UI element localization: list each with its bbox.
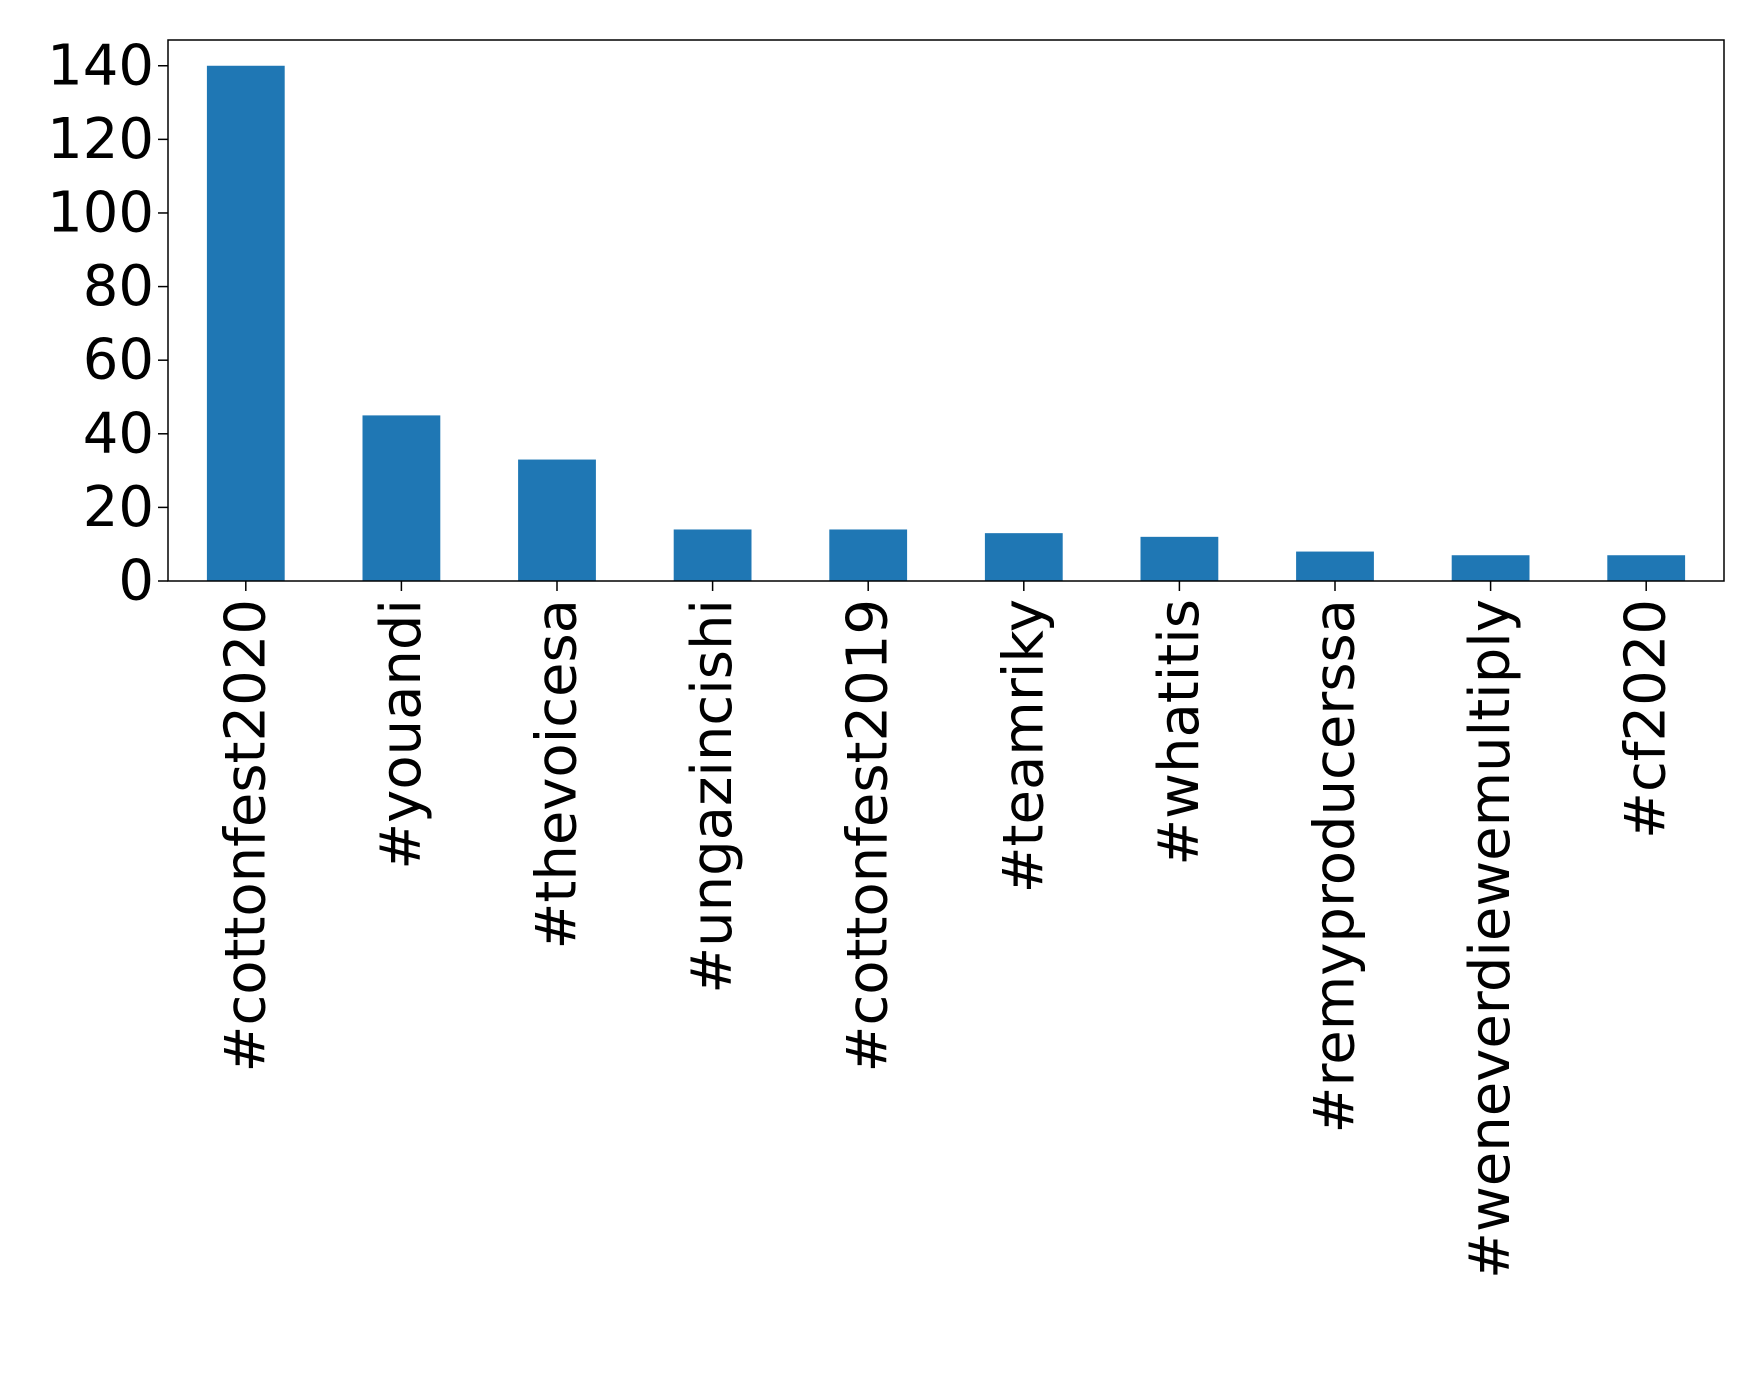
x-tick-label: #thevoicesa <box>525 599 590 950</box>
bar-6 <box>984 533 1063 581</box>
y-tick-label: 20 <box>83 475 154 540</box>
x-tick-label: #teamriky <box>991 599 1056 893</box>
x-tick-label: #remyproducerssa <box>1303 599 1368 1133</box>
bar-2 <box>362 415 441 581</box>
bar-8 <box>1296 551 1374 581</box>
y-tick-label: 80 <box>83 254 154 319</box>
bar-5 <box>829 529 908 581</box>
y-axis: 0 20 40 60 80 100 120 140 <box>47 33 168 614</box>
bar-9 <box>1451 555 1530 581</box>
x-tick-label: #cottonfest2019 <box>836 599 901 1072</box>
plot-frame <box>167 39 1725 582</box>
bar-7 <box>1140 536 1219 581</box>
x-axis: #cottonfest2020 #youandi #thevoicesa #ungaz… <box>213 581 1679 1279</box>
x-tick-label: #weneverdiewemultiply <box>1458 599 1523 1279</box>
bar-4 <box>673 529 752 581</box>
bars-group <box>206 65 1686 581</box>
y-tick-label: 100 <box>47 180 154 245</box>
y-tick-label: 140 <box>47 33 154 98</box>
bar-10 <box>1607 555 1686 581</box>
bar-1 <box>206 65 285 581</box>
y-tick-label: 40 <box>83 401 154 466</box>
x-tick-label: #whatitis <box>1147 599 1212 866</box>
x-tick-label: #ungazincishi <box>680 599 745 994</box>
x-tick-label: #cottonfest2020 <box>213 599 278 1072</box>
x-tick-label: #cf2020 <box>1614 599 1679 839</box>
y-tick-label: 0 <box>118 549 154 614</box>
x-tick-label: #youandi <box>369 599 434 870</box>
y-tick-label: 120 <box>47 107 154 172</box>
bar-3 <box>518 459 596 581</box>
y-tick-label: 60 <box>83 328 154 393</box>
